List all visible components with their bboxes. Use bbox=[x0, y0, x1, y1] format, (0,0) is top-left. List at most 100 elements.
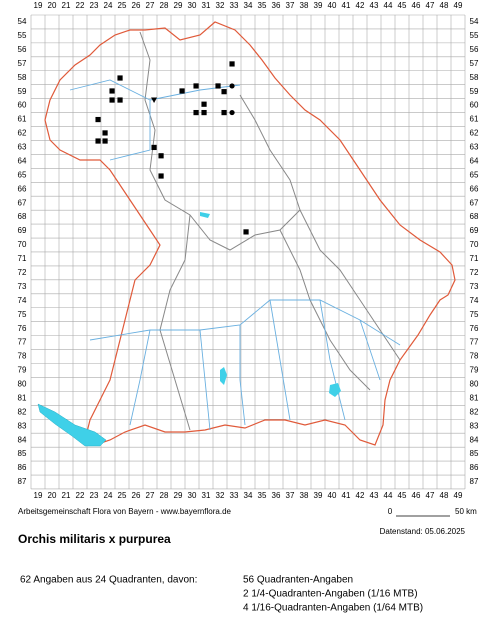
detail: 2 1/4-Quadranten-Angaben (1/16 MTB) bbox=[243, 589, 418, 600]
column-label: 27 bbox=[146, 491, 155, 500]
row-label: 61 bbox=[470, 115, 479, 124]
row-label: 62 bbox=[470, 129, 479, 138]
record-square bbox=[221, 89, 227, 95]
row-label: 68 bbox=[470, 212, 479, 221]
column-label: 38 bbox=[300, 1, 309, 10]
scale-start: 0 bbox=[388, 507, 393, 516]
column-label: 29 bbox=[174, 1, 183, 10]
column-label: 43 bbox=[370, 1, 379, 10]
detail: 4 1/16-Quadranten-Angaben (1/64 MTB) bbox=[243, 603, 423, 614]
row-label: 63 bbox=[18, 143, 27, 152]
row-label: 80 bbox=[18, 380, 27, 389]
column-label: 45 bbox=[398, 1, 407, 10]
column-label: 28 bbox=[160, 491, 169, 500]
row-label: 78 bbox=[18, 352, 27, 361]
row-label: 68 bbox=[18, 212, 27, 221]
column-label: 48 bbox=[440, 491, 449, 500]
column-label: 46 bbox=[412, 491, 421, 500]
row-label: 81 bbox=[470, 393, 479, 402]
row-label: 67 bbox=[470, 198, 479, 207]
record-square bbox=[95, 138, 101, 144]
record-triangle bbox=[151, 97, 158, 104]
column-label: 32 bbox=[216, 1, 225, 10]
row-label: 72 bbox=[470, 268, 479, 277]
detail: 56 Quadranten-Angaben bbox=[243, 575, 353, 586]
column-label: 23 bbox=[90, 1, 99, 10]
column-label: 19 bbox=[34, 1, 43, 10]
row-label: 80 bbox=[470, 380, 479, 389]
summary: 62 Angaben aus 24 Quadranten, davon: bbox=[20, 575, 197, 586]
record-square bbox=[158, 153, 164, 159]
row-label: 66 bbox=[18, 184, 27, 193]
column-label: 21 bbox=[62, 491, 71, 500]
column-label: 42 bbox=[356, 491, 365, 500]
date: Datenstand: 05.06.2025 bbox=[380, 527, 466, 536]
row-label: 71 bbox=[18, 254, 27, 263]
column-label: 35 bbox=[258, 1, 267, 10]
row-label: 74 bbox=[18, 296, 27, 305]
row-label: 75 bbox=[470, 310, 479, 319]
record-square bbox=[102, 130, 108, 136]
record-square bbox=[193, 83, 199, 89]
column-label: 29 bbox=[174, 491, 183, 500]
row-label: 65 bbox=[470, 170, 479, 179]
record-circle bbox=[229, 109, 235, 116]
row-label: 82 bbox=[470, 407, 479, 416]
column-label: 44 bbox=[384, 491, 393, 500]
row-label: 66 bbox=[470, 184, 479, 193]
row-label: 55 bbox=[470, 31, 479, 40]
scale-end: 50 km bbox=[455, 507, 477, 516]
column-label: 31 bbox=[202, 491, 211, 500]
column-label: 36 bbox=[272, 491, 281, 500]
row-label: 76 bbox=[18, 324, 27, 333]
district-border bbox=[139, 31, 401, 431]
row-label: 58 bbox=[18, 73, 27, 82]
column-label: 30 bbox=[188, 491, 197, 500]
row-label: 59 bbox=[470, 87, 479, 96]
record-square bbox=[243, 229, 249, 235]
record-square bbox=[201, 109, 207, 116]
column-label: 39 bbox=[314, 491, 323, 500]
row-label: 69 bbox=[470, 226, 479, 235]
column-label: 26 bbox=[132, 491, 141, 500]
row-label: 75 bbox=[18, 310, 27, 319]
row-label: 63 bbox=[470, 143, 479, 152]
column-label: 33 bbox=[230, 491, 239, 500]
column-label: 42 bbox=[356, 1, 365, 10]
record-square bbox=[151, 144, 157, 151]
column-label: 19 bbox=[34, 491, 43, 500]
record-square bbox=[117, 75, 123, 81]
row-label: 84 bbox=[18, 435, 27, 444]
row-label: 58 bbox=[470, 73, 479, 82]
column-label: 34 bbox=[244, 1, 253, 10]
column-label: 22 bbox=[76, 1, 85, 10]
row-label: 60 bbox=[470, 101, 479, 110]
column-label: 25 bbox=[118, 1, 127, 10]
record-square bbox=[215, 83, 221, 89]
column-label: 22 bbox=[76, 491, 85, 500]
row-label: 55 bbox=[18, 31, 27, 40]
row-label: 84 bbox=[470, 435, 479, 444]
column-label: 48 bbox=[440, 1, 449, 10]
column-label: 30 bbox=[188, 1, 197, 10]
record-square bbox=[102, 138, 108, 144]
row-label: 72 bbox=[18, 268, 27, 277]
column-label: 21 bbox=[62, 1, 71, 10]
row-label: 59 bbox=[18, 87, 27, 96]
column-label: 31 bbox=[202, 1, 211, 10]
row-label: 87 bbox=[470, 477, 479, 486]
row-label: 69 bbox=[18, 226, 27, 235]
record-square bbox=[179, 88, 185, 94]
record-square bbox=[158, 173, 164, 179]
column-label: 25 bbox=[118, 491, 127, 500]
column-label: 37 bbox=[286, 491, 295, 500]
row-label: 65 bbox=[18, 170, 27, 179]
map-title: Orchis militaris x purpurea bbox=[18, 532, 171, 546]
record-square bbox=[95, 116, 101, 123]
column-label: 27 bbox=[146, 1, 155, 10]
column-label: 44 bbox=[384, 1, 393, 10]
column-label: 20 bbox=[48, 491, 57, 500]
record-square bbox=[109, 88, 115, 94]
